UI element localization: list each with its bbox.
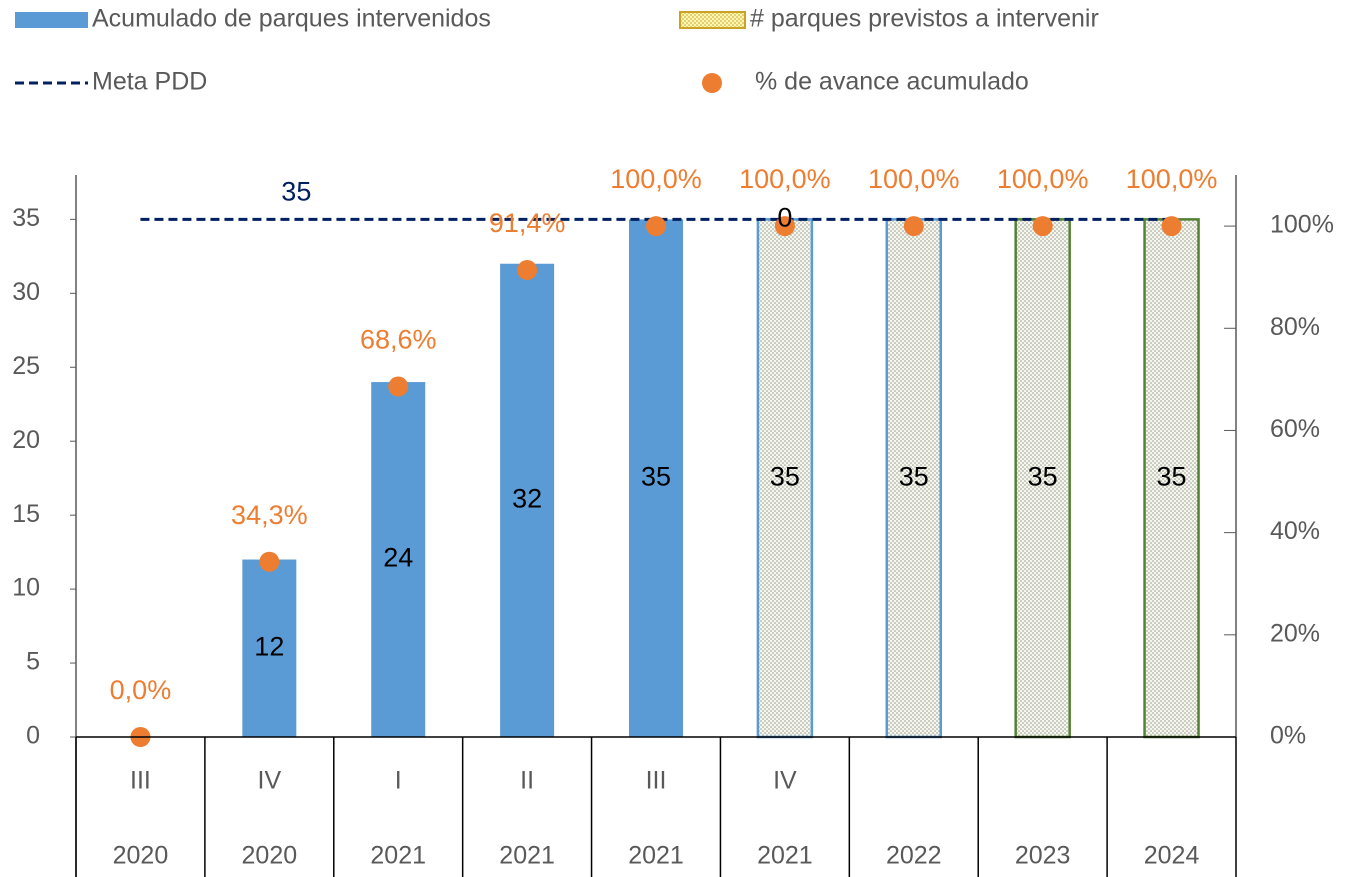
- legend-swatch: [702, 73, 722, 93]
- x-group-label: 2022: [886, 842, 942, 870]
- x-tick-label: II: [520, 767, 534, 795]
- point-value-label: 100,0%: [997, 164, 1089, 194]
- annotation: 0: [777, 202, 792, 232]
- point-value-label: 68,6%: [360, 325, 437, 355]
- bar-value-label: 32: [512, 483, 542, 513]
- point-value-label: 100,0%: [739, 164, 831, 194]
- legend-label: Meta PDD: [92, 68, 207, 96]
- y-tick-label: 35: [12, 204, 40, 232]
- line-value-label: 35: [281, 176, 311, 206]
- point: [1032, 216, 1053, 237]
- x-group-label: 2020: [242, 842, 298, 870]
- y-tick-label: 10: [12, 574, 40, 602]
- bar: [1143, 218, 1200, 739]
- y-tick-label: 20: [12, 426, 40, 454]
- x-group-label: 2020: [113, 842, 169, 870]
- x-group-label: 2021: [499, 842, 555, 870]
- bar: [371, 382, 426, 737]
- y2-tick-label: 100%: [1270, 211, 1334, 239]
- x-tick-label: III: [130, 767, 151, 795]
- x-tick-label: I: [395, 767, 402, 795]
- x-tick-label: IV: [258, 767, 282, 795]
- x-tick-label: IV: [773, 767, 797, 795]
- x-group-label: 2024: [1144, 842, 1200, 870]
- bar: [756, 218, 814, 739]
- y-tick-label: 15: [12, 500, 40, 528]
- legend-label: # parques previstos a intervenir: [750, 5, 1099, 33]
- point-value-label: 0,0%: [110, 675, 172, 705]
- x-group-label: 2021: [370, 842, 426, 870]
- y-tick-label: 30: [12, 278, 40, 306]
- point: [646, 216, 666, 237]
- legend-label: % de avance acumulado: [755, 68, 1029, 96]
- point: [774, 216, 795, 237]
- point: [903, 216, 924, 237]
- bar-value-label: 35: [1028, 461, 1058, 491]
- x-group-label: 2023: [1015, 842, 1071, 870]
- x-group-label: 2021: [757, 842, 813, 870]
- y-tick-label: 25: [12, 352, 40, 380]
- point-value-label: 100,0%: [610, 164, 702, 194]
- bar: [242, 559, 297, 737]
- point-value-label: 100,0%: [868, 164, 960, 194]
- point: [1161, 216, 1182, 237]
- y-tick-label: 0: [26, 722, 40, 750]
- legend-swatch: [679, 11, 746, 29]
- bar-value-label: 35: [641, 461, 671, 491]
- y2-tick-label: 40%: [1270, 517, 1320, 545]
- y2-tick-label: 80%: [1270, 313, 1320, 341]
- y2-tick-label: 20%: [1270, 619, 1320, 647]
- bar: [500, 263, 555, 737]
- point-value-label: 34,3%: [231, 500, 308, 530]
- x-tick-label: III: [646, 767, 667, 795]
- point-value-label: 100,0%: [1126, 164, 1218, 194]
- bar-value-label: 35: [770, 461, 800, 491]
- legend-label: Acumulado de parques intervenidos: [92, 5, 491, 33]
- bar-value-label: 35: [1157, 461, 1187, 491]
- y2-tick-label: 0%: [1270, 722, 1306, 750]
- point-value-label: 91,4%: [489, 208, 566, 238]
- bar-value-label: 35: [899, 461, 929, 491]
- point: [259, 551, 280, 572]
- y2-tick-label: 60%: [1270, 415, 1320, 443]
- bar: [629, 219, 683, 738]
- point: [388, 376, 409, 397]
- point: [517, 260, 538, 281]
- legend-swatch: [15, 12, 88, 28]
- y-tick-label: 5: [26, 648, 40, 676]
- bar-value-label: 12: [254, 631, 284, 661]
- x-group-label: 2021: [628, 842, 684, 870]
- bar-value-label: 24: [383, 543, 413, 573]
